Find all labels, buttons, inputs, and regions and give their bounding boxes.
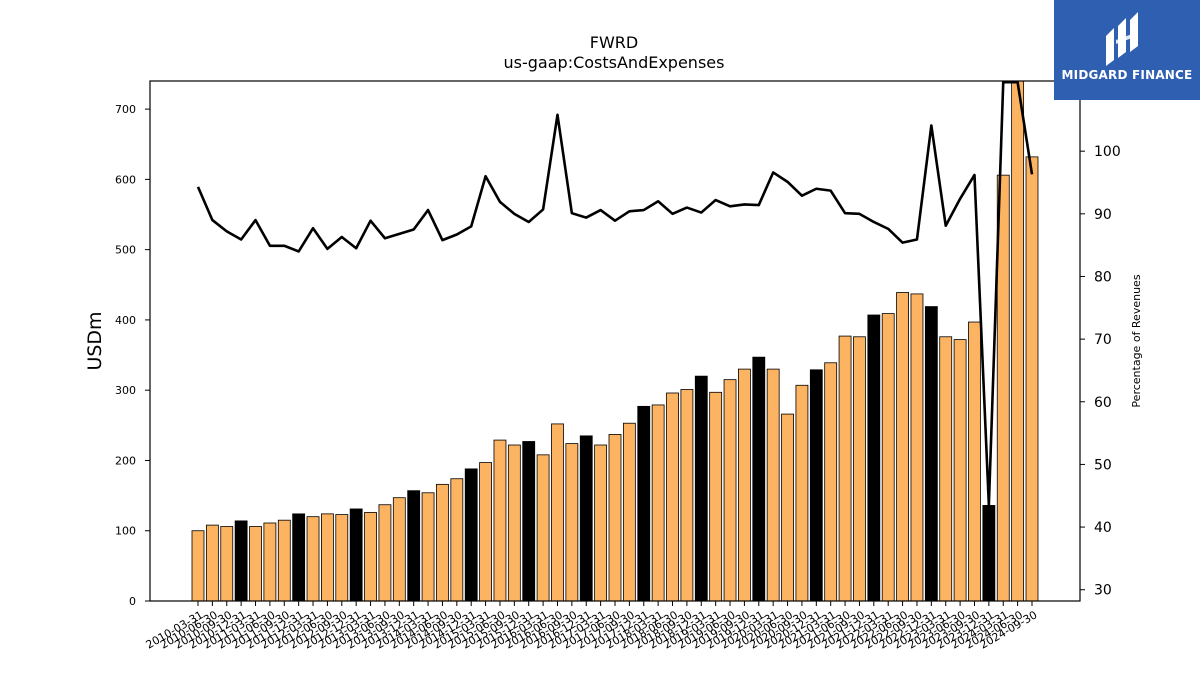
- bar-2016-09-30: [565, 443, 579, 601]
- y-tick-label: 400: [115, 314, 136, 327]
- bar-2013-12-31: [407, 490, 421, 601]
- bar-2021-12-31: [867, 314, 881, 601]
- y2-tick-label: 30: [1094, 583, 1112, 599]
- bar-2023-09-30: [968, 321, 981, 601]
- bar-2011-06-30: [263, 522, 277, 601]
- bar-2013-06-30: [378, 504, 392, 601]
- bar-2016-12-31: [579, 435, 593, 601]
- y-axis-left: 0 100 200 300 400 500 600 700: [115, 103, 150, 608]
- line-group: [196, 81, 1034, 507]
- bar-2013-03-31: [364, 512, 377, 601]
- bar-2018-12-31: [694, 375, 708, 601]
- bar-2011-09-30: [277, 519, 291, 601]
- bar-2017-12-31: [637, 405, 651, 601]
- bar-2014-03-31: [421, 492, 435, 601]
- y-tick-label: 100: [115, 525, 136, 538]
- bar-2019-12-31: [752, 356, 766, 601]
- bar-2023-12-31: [982, 505, 996, 601]
- bar-2012-03-31: [306, 516, 320, 601]
- y-tick-label: 0: [129, 595, 136, 608]
- bar-2017-03-31: [594, 444, 608, 601]
- bar-2013-09-30: [392, 497, 406, 601]
- bars-group: [191, 81, 1039, 601]
- bar-2015-12-31: [522, 441, 536, 601]
- bar-2020-06-30: [781, 413, 794, 601]
- bar-2022-09-30: [910, 293, 924, 601]
- bar-2016-03-31: [536, 454, 550, 601]
- bar-2017-09-30: [622, 422, 636, 601]
- bar-2014-06-30: [436, 483, 449, 601]
- bar-2021-03-31: [824, 362, 838, 601]
- logo-text: MIDGARD FINANCE: [1061, 68, 1193, 82]
- brand-logo: MIDGARD FINANCE: [1054, 0, 1200, 100]
- bar-2021-09-30: [853, 336, 866, 601]
- bar-2015-09-30: [507, 444, 521, 601]
- bar-2022-06-30: [896, 292, 909, 601]
- y-tick-label: 700: [115, 103, 136, 116]
- chart-subtitle: us-gaap:CostsAndExpenses: [504, 53, 725, 72]
- bar-2018-09-30: [680, 389, 694, 601]
- bar-2019-09-30: [738, 368, 751, 601]
- y2-tick-label: 70: [1094, 332, 1112, 348]
- bar-2018-06-30: [666, 392, 679, 601]
- bar-2010-06-30: [205, 524, 219, 601]
- bar-2011-12-31: [292, 513, 306, 601]
- bar-2011-03-31: [249, 526, 262, 601]
- y-tick-label: 500: [115, 244, 136, 257]
- bar-2015-06-30: [493, 439, 507, 601]
- y-tick-label: 600: [115, 173, 136, 186]
- bar-2023-06-30: [953, 339, 967, 601]
- bar-2022-12-31: [924, 306, 938, 601]
- bar-2020-09-30: [795, 384, 809, 601]
- y-tick-label: 200: [115, 454, 136, 467]
- x-axis: 2010-03-312010-06-302010-09-302010-12-31…: [144, 601, 1040, 652]
- y2-tick-label: 60: [1094, 395, 1112, 411]
- bar-2022-03-31: [881, 313, 895, 601]
- bar-2018-03-31: [651, 404, 665, 601]
- percentage-line: [196, 81, 1034, 507]
- bar-2023-03-31: [939, 336, 953, 601]
- bar-2012-06-30: [321, 513, 334, 601]
- y-tick-label: 300: [115, 384, 136, 397]
- bar-2017-06-30: [608, 434, 622, 601]
- bar-2014-09-30: [450, 478, 464, 601]
- bar-2016-06-30: [551, 423, 564, 601]
- y2-tick-label: 40: [1094, 520, 1112, 536]
- bar-2010-03-31: [191, 530, 205, 601]
- bar-2024-03-31: [996, 174, 1010, 601]
- bar-2020-12-31: [809, 369, 823, 601]
- bar-2024-06-30: [1011, 81, 1025, 601]
- y2-tick-label: 100: [1094, 144, 1121, 160]
- bar-2020-03-31: [766, 368, 780, 601]
- bar-2021-06-30: [838, 335, 852, 601]
- bar-2012-09-30: [335, 514, 349, 601]
- y2-tick-label: 80: [1094, 269, 1112, 285]
- bar-2010-12-31: [234, 520, 248, 601]
- bar-2019-03-31: [709, 391, 723, 601]
- y-axis-right: 30 40 50 60 70 80 90 100: [1080, 144, 1121, 599]
- bar-2012-12-31: [349, 508, 363, 601]
- bar-2024-09-30: [1025, 156, 1039, 601]
- bar-2014-12-31: [464, 468, 478, 601]
- y2-tick-label: 50: [1094, 457, 1112, 473]
- y2-axis-label: Percentage of Revenues: [1130, 274, 1143, 407]
- midgard-logo-icon: [1106, 12, 1138, 66]
- bar-2015-03-31: [479, 462, 492, 601]
- y2-tick-label: 90: [1094, 207, 1112, 223]
- bar-2019-06-30: [723, 379, 737, 601]
- chart-title: FWRD: [590, 33, 638, 52]
- bar-2010-09-30: [220, 526, 234, 601]
- y-axis-label: USDm: [84, 311, 106, 370]
